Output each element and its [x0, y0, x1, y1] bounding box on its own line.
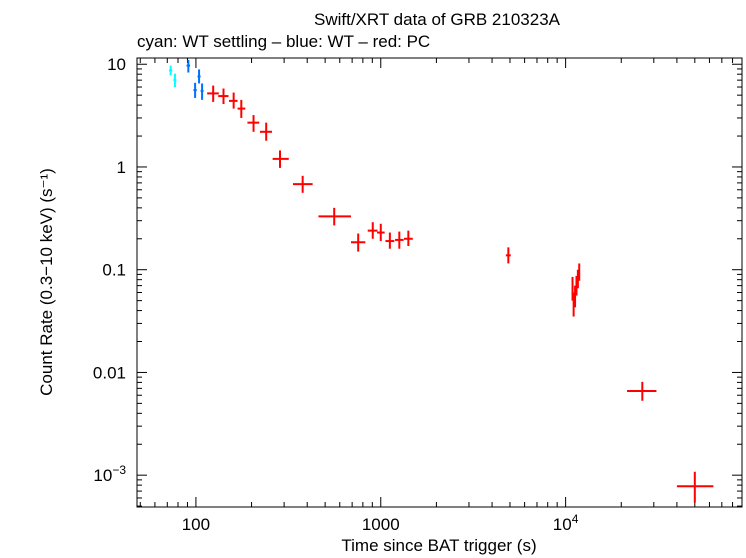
data-point: [505, 247, 511, 264]
data-points: [168, 59, 714, 503]
data-point: [403, 230, 413, 247]
x-tick-label: 1000: [362, 515, 400, 534]
data-point: [676, 471, 714, 503]
data-point: [571, 276, 574, 301]
y-axis-label: Count Rate (0.3−10 keV) (s⁻¹): [37, 168, 56, 396]
data-point: [627, 381, 657, 401]
tick-labels: 100 1000 104 10 1 0.1 0.01 10−3: [93, 55, 579, 534]
data-point: [247, 115, 260, 132]
series-wt: [186, 59, 204, 100]
y-tick-label: 10−3: [93, 463, 126, 485]
data-point: [350, 233, 366, 252]
data-point: [367, 222, 378, 239]
data-point: [385, 232, 395, 249]
data-point: [574, 285, 577, 308]
axis-ticks: [137, 58, 743, 507]
data-point: [377, 223, 385, 242]
data-point: [395, 231, 404, 249]
x-tick-label-exponent: 4: [572, 512, 579, 526]
data-point: [259, 122, 273, 141]
data-point: [200, 83, 204, 100]
data-point: [197, 69, 201, 84]
series-pc: [207, 85, 714, 503]
y-tick-label: 10: [107, 55, 126, 74]
data-point: [229, 92, 238, 109]
plot-frame: [136, 57, 743, 508]
data-point: [237, 99, 246, 118]
data-point: [186, 59, 191, 73]
series-wt-settling: [168, 65, 177, 88]
data-point: [207, 85, 219, 102]
y-tick-label: 0.1: [102, 261, 126, 280]
data-point: [292, 175, 313, 193]
data-point: [218, 88, 229, 105]
data-point: [168, 65, 173, 76]
chart-title: Swift/XRT data of GRB 210323A: [314, 10, 561, 29]
x-tick-label: 100: [182, 515, 210, 534]
data-point: [318, 207, 351, 226]
x-tick-label: 104: [553, 512, 579, 534]
data-point: [578, 263, 581, 281]
y-tick-label: 1: [117, 158, 126, 177]
data-point: [272, 150, 289, 168]
chart-subtitle: cyan: WT settling – blue: WT – red: PC: [137, 32, 430, 51]
y-tick-label-exponent: −3: [112, 463, 126, 477]
data-point: [572, 292, 575, 317]
y-tick-label: 0.01: [93, 363, 126, 382]
data-point: [173, 73, 177, 88]
x-axis-label: Time since BAT trigger (s): [341, 536, 536, 555]
data-point: [193, 82, 197, 98]
